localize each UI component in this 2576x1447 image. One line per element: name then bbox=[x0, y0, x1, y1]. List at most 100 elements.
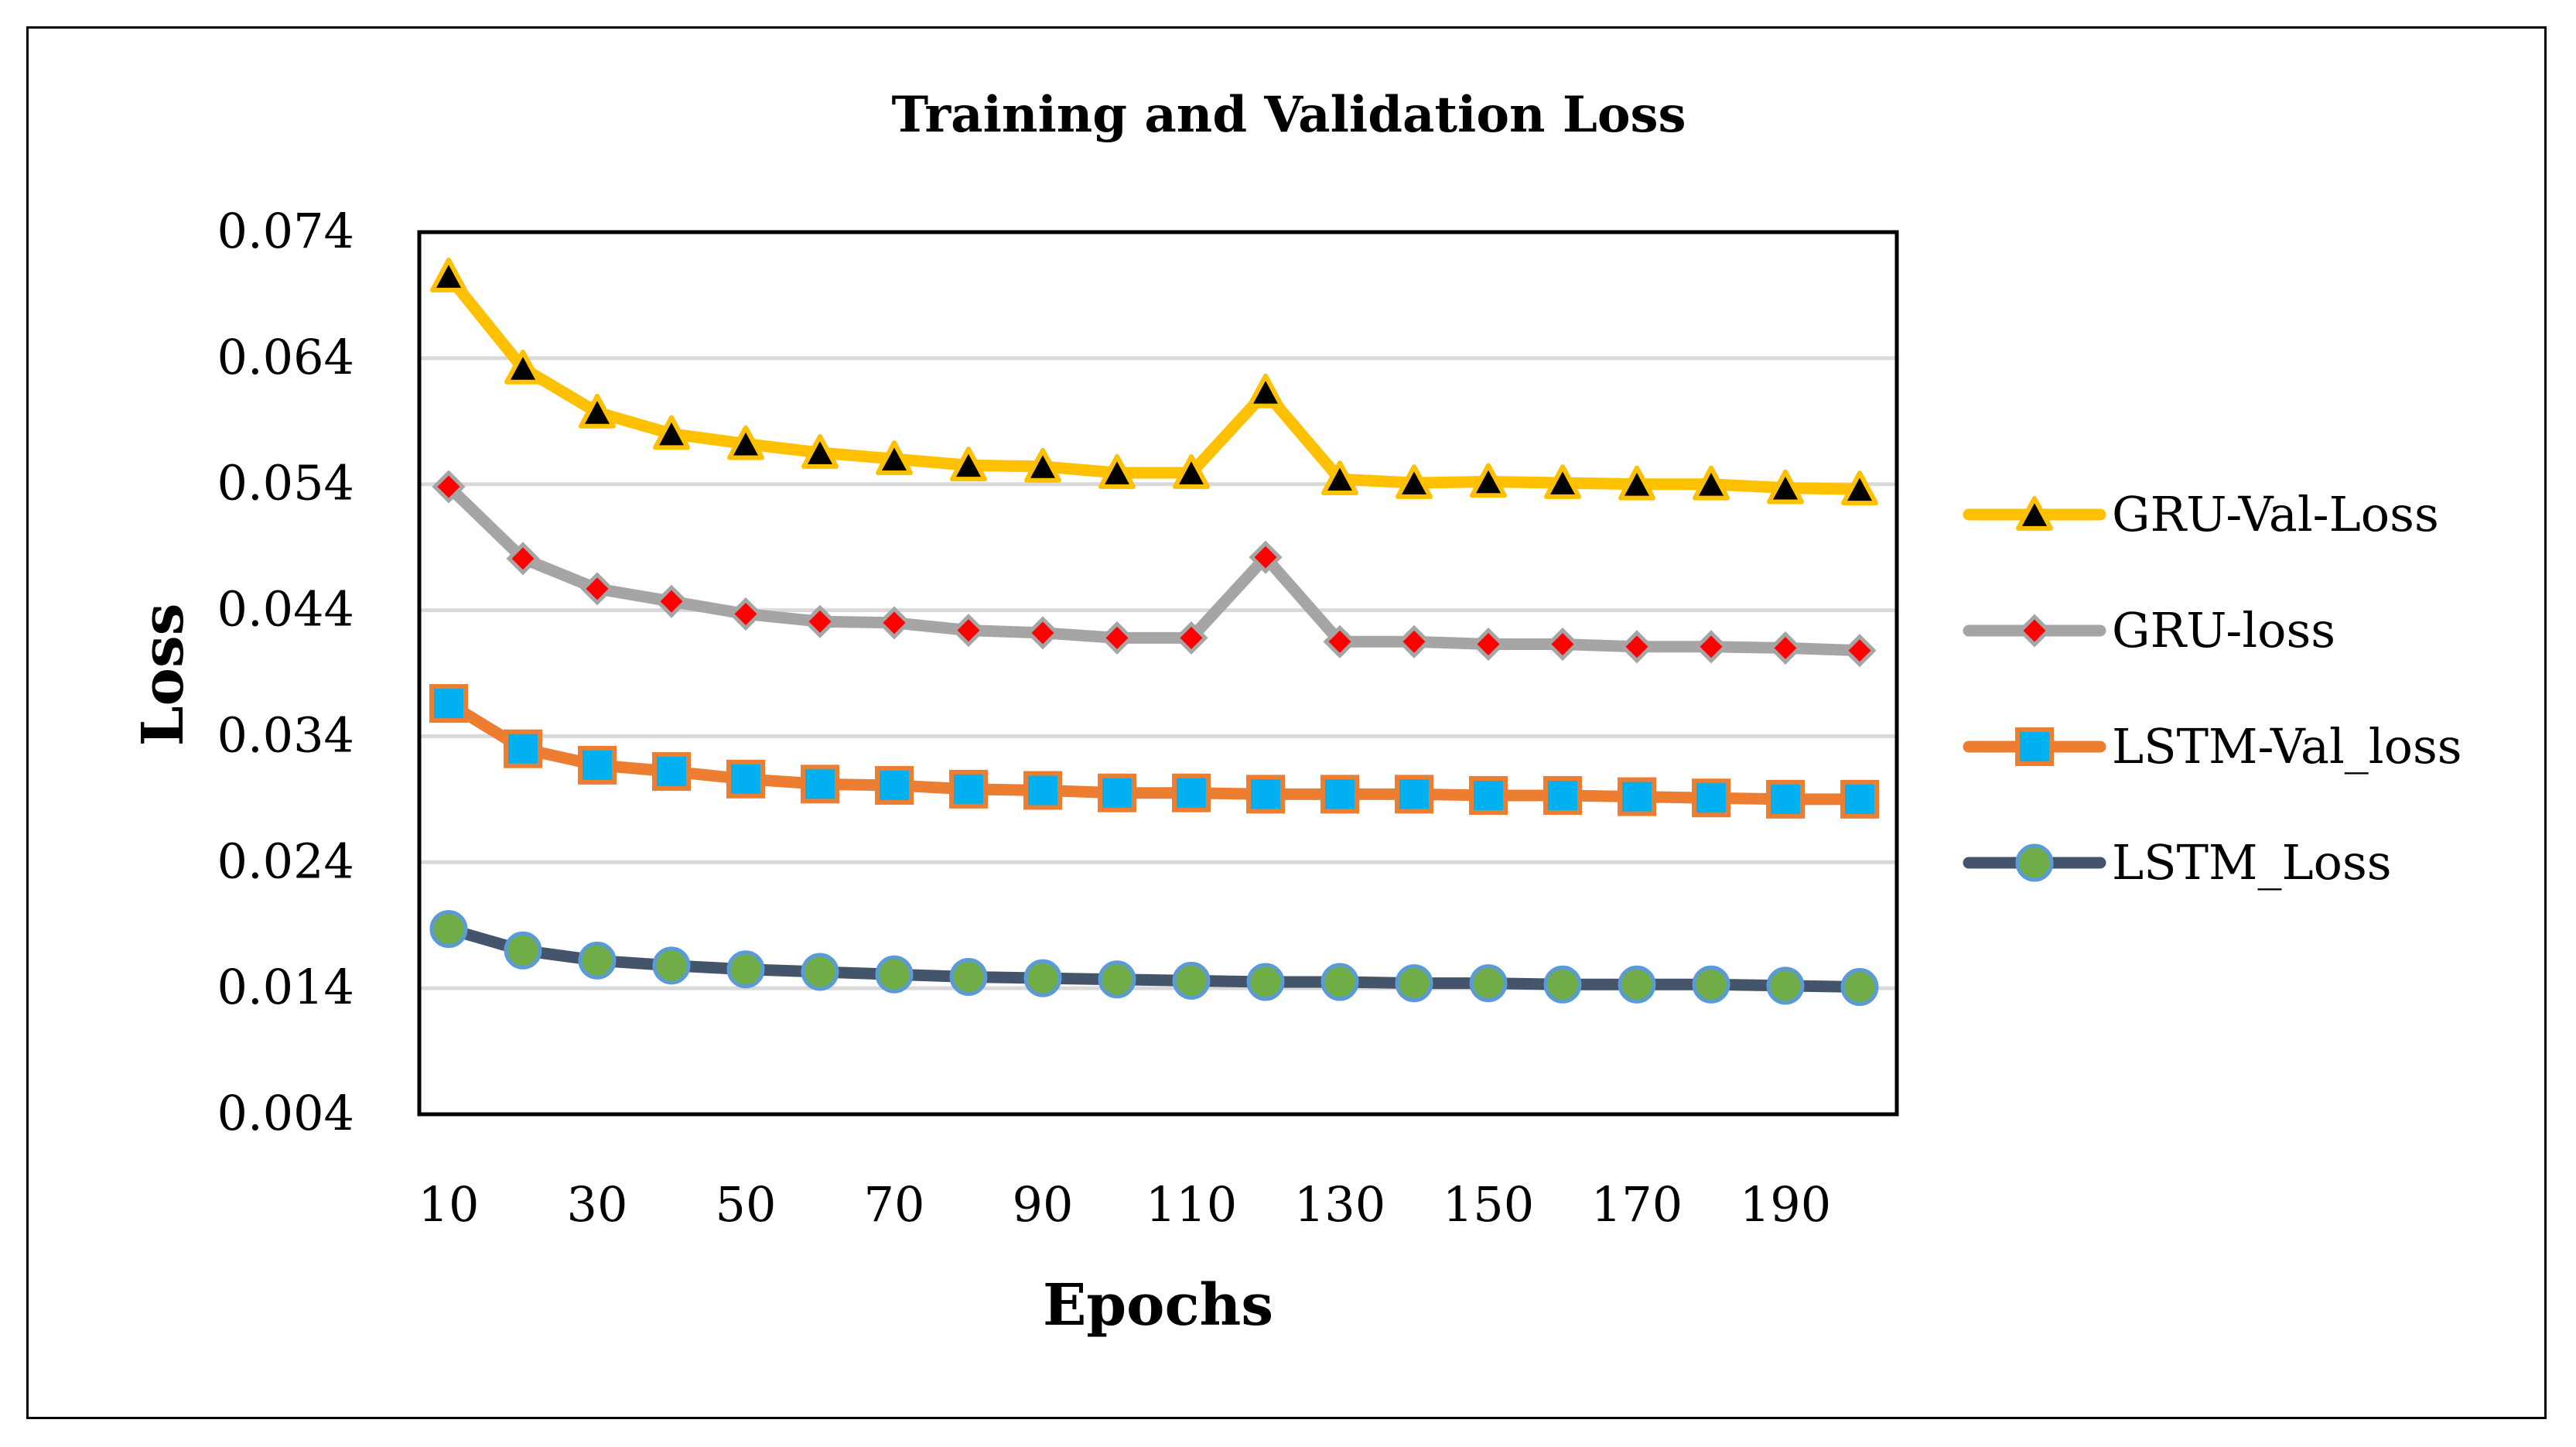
legend-marker-diamond bbox=[2017, 614, 2052, 648]
series-gru-loss bbox=[432, 470, 1877, 668]
gru-val-loss-point bbox=[1321, 460, 1358, 496]
lstm-val-loss-point bbox=[801, 765, 839, 804]
gru-val-loss-point bbox=[1618, 465, 1655, 501]
lstm-val-loss-point bbox=[1766, 779, 1805, 819]
y-tick-label: 0.064 bbox=[217, 329, 355, 385]
x-tick-label: 170 bbox=[1591, 1176, 1683, 1233]
x-tick-label: 50 bbox=[716, 1176, 777, 1233]
x-tick-label: 190 bbox=[1740, 1176, 1831, 1233]
legend-marker-circle bbox=[2015, 843, 2054, 882]
lstm-loss-point bbox=[801, 953, 839, 991]
lstm-loss-point bbox=[1172, 961, 1211, 1000]
lstm-val-loss-point bbox=[1618, 777, 1656, 816]
lstm-loss-point bbox=[875, 955, 914, 994]
lstm-val-loss-point bbox=[1172, 773, 1211, 812]
lstm-val-loss-point bbox=[1543, 775, 1582, 815]
y-tick-label: 0.004 bbox=[217, 1085, 355, 1141]
lstm-loss-point bbox=[726, 950, 765, 989]
lstm-val-loss-point bbox=[1395, 775, 1433, 814]
gru-val-loss-point bbox=[1098, 454, 1136, 489]
gru-loss-point bbox=[951, 614, 986, 648]
gru-val-loss-point bbox=[1247, 373, 1284, 409]
gru-loss-point bbox=[1100, 621, 1134, 655]
gru-loss-point bbox=[877, 606, 911, 640]
lstm-loss-point bbox=[1320, 963, 1359, 1001]
gru-loss-point bbox=[1174, 621, 1208, 655]
y-tick-label: 0.014 bbox=[217, 959, 355, 1015]
gru-val-loss-point bbox=[504, 349, 542, 385]
gru-val-loss-point bbox=[801, 434, 839, 469]
lstm-loss-point bbox=[429, 910, 468, 949]
gru-val-loss-point bbox=[653, 415, 690, 450]
legend-marker-square bbox=[2015, 727, 2054, 766]
lstm-val-loss-point bbox=[1320, 775, 1359, 814]
gru-loss-point bbox=[432, 470, 466, 504]
legend-label: LSTM-Val_loss bbox=[2112, 718, 2462, 775]
gru-loss-point bbox=[654, 584, 688, 618]
x-tick-label: 70 bbox=[864, 1176, 925, 1233]
legend-label: LSTM_Loss bbox=[2112, 834, 2392, 891]
gru-loss-point bbox=[1397, 624, 1431, 659]
legend-label: GRU-loss bbox=[2112, 602, 2335, 659]
gru-loss-point bbox=[1768, 631, 1802, 665]
gru-val-loss-point bbox=[1767, 469, 1804, 505]
legend-item-gru-loss: GRU-loss bbox=[1963, 602, 2335, 659]
gru-val-loss-point bbox=[1544, 464, 1581, 499]
gru-val-loss-point bbox=[1396, 464, 1433, 499]
legend-item-lstm-val-loss: LSTM-Val_loss bbox=[1963, 718, 2462, 775]
x-tick-label: 110 bbox=[1146, 1176, 1237, 1233]
gru-loss-point bbox=[506, 542, 540, 576]
series-lines bbox=[429, 258, 1879, 1007]
y-tick-label: 0.054 bbox=[217, 455, 355, 511]
lstm-loss-point bbox=[1766, 966, 1805, 1005]
x-tick-label: 130 bbox=[1294, 1176, 1385, 1233]
lstm-loss-point bbox=[1469, 964, 1508, 1003]
lstm-loss-point bbox=[1098, 960, 1136, 999]
lstm-loss-point bbox=[1543, 965, 1582, 1004]
lstm-loss-point bbox=[652, 946, 691, 985]
x-tick-label: 10 bbox=[419, 1176, 480, 1233]
lstm-val-loss-point bbox=[1098, 773, 1136, 812]
gru-loss-point bbox=[1249, 540, 1283, 574]
gru-loss-point bbox=[1323, 624, 1357, 659]
gru-val-loss-point bbox=[430, 258, 467, 292]
legend-item-gru-val-loss: GRU-Val-Loss bbox=[1963, 486, 2439, 542]
legend-marker-triangle bbox=[2016, 496, 2053, 531]
x-axis-ticks: 10 30 50 70 90 110 130 150 170 190 bbox=[419, 1176, 1832, 1233]
gru-val-loss-point bbox=[876, 440, 913, 475]
y-tick-label: 0.044 bbox=[217, 581, 355, 638]
lstm-loss-point bbox=[1395, 964, 1433, 1003]
gru-val-loss-point bbox=[1470, 463, 1507, 498]
lstm-loss-point bbox=[1618, 965, 1656, 1004]
legend-label: GRU-Val-Loss bbox=[2112, 486, 2439, 542]
lstm-val-loss-point bbox=[1692, 778, 1730, 818]
gru-val-loss-point bbox=[579, 393, 616, 429]
series-lstm-val-loss bbox=[429, 684, 1879, 819]
legend: GRU-Val-Loss GRU-loss LSTM-Val_loss LSTM_Lo… bbox=[1963, 486, 2462, 891]
lstm-loss-point bbox=[504, 931, 542, 970]
legend-item-lstm-loss: LSTM_Loss bbox=[1963, 834, 2392, 891]
lstm-loss-point bbox=[1246, 963, 1285, 1001]
chart-title: Training and Validation Loss bbox=[891, 86, 1686, 144]
lstm-val-loss-point bbox=[949, 769, 988, 809]
lstm-val-loss-point bbox=[652, 752, 691, 792]
gru-loss-point bbox=[729, 597, 763, 631]
lstm-val-loss-point bbox=[726, 759, 765, 799]
gru-loss-line bbox=[442, 481, 1866, 657]
lstm-val-loss-point bbox=[504, 729, 542, 768]
lstm-val-loss-point bbox=[1840, 779, 1879, 819]
x-tick-label: 90 bbox=[1013, 1176, 1074, 1233]
gru-val-loss-point bbox=[1693, 465, 1730, 501]
x-tick-label: 150 bbox=[1443, 1176, 1534, 1233]
lstm-loss-point bbox=[578, 941, 617, 980]
lstm-val-loss-point bbox=[1246, 775, 1285, 814]
gru-val-loss-point bbox=[1841, 470, 1878, 506]
lstm-val-loss-point bbox=[429, 684, 468, 724]
gru-val-loss-point bbox=[1173, 454, 1210, 489]
plot-area-border bbox=[417, 230, 1899, 1117]
series-lstm-loss bbox=[429, 910, 1879, 1007]
gru-val-loss-point bbox=[1024, 447, 1061, 483]
y-tick-label: 0.034 bbox=[217, 706, 355, 763]
y-tick-label: 0.074 bbox=[217, 203, 355, 259]
lstm-loss-point bbox=[1840, 968, 1879, 1007]
